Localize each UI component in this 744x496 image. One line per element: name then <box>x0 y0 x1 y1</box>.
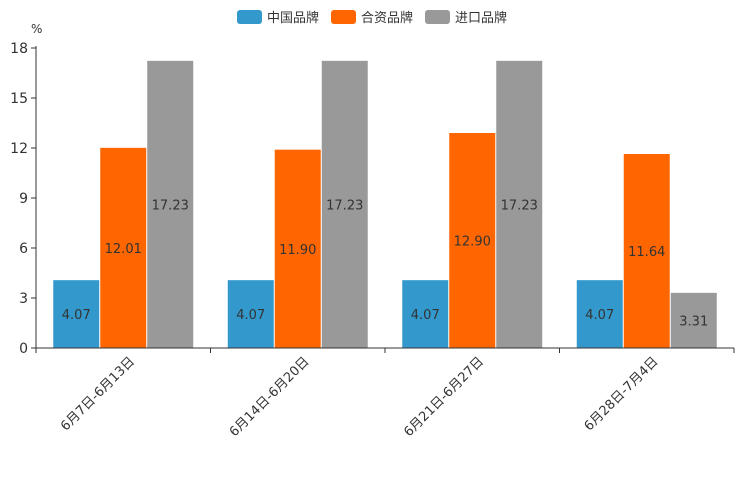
y-tick-label: 15 <box>10 91 28 107</box>
x-tick-label: 6月21日-6月27日 <box>401 354 487 440</box>
legend-item-joint-venture-brand[interactable]: 合资品牌 <box>330 7 413 26</box>
bar[interactable] <box>147 60 194 348</box>
y-tick-label: 3 <box>19 291 28 307</box>
x-tick-label: 6月14日-6月20日 <box>227 354 313 440</box>
bar-data-label: 11.90 <box>279 243 316 258</box>
y-tick-label: 18 <box>10 41 28 57</box>
legend-label-china-brand: 中国品牌 <box>266 11 319 26</box>
bar-data-label: 11.64 <box>628 245 665 260</box>
bar-data-label: 12.90 <box>454 235 491 250</box>
chart-legend: 中国品牌 合资品牌 进口品牌 <box>0 7 744 26</box>
bar-data-label: 3.31 <box>679 314 708 329</box>
y-tick-label: 6 <box>19 241 28 257</box>
bar[interactable] <box>321 60 368 348</box>
y-tick-label: 0 <box>19 341 28 357</box>
legend-item-import-brand[interactable]: 进口品牌 <box>425 7 507 26</box>
y-axis-unit-label: % <box>31 22 42 36</box>
bar-data-label: 17.23 <box>501 198 538 213</box>
bar-data-label: 4.07 <box>585 308 614 323</box>
bar-data-label: 4.07 <box>411 308 440 323</box>
bar[interactable] <box>227 280 274 348</box>
bar[interactable] <box>449 133 496 348</box>
y-tick-label: 9 <box>19 191 28 207</box>
bar-data-label: 17.23 <box>152 198 189 213</box>
bar[interactable] <box>53 280 100 348</box>
bar[interactable] <box>274 149 321 348</box>
bar[interactable] <box>402 280 449 348</box>
bar-data-label: 4.07 <box>62 308 91 323</box>
bar-data-label: 17.23 <box>326 198 363 213</box>
bar[interactable] <box>100 147 147 348</box>
legend-label-joint-venture-brand: 合资品牌 <box>360 11 413 26</box>
x-tick-label: 6月7日-6月13日 <box>58 354 138 434</box>
legend-swatch-joint-venture-brand <box>330 9 356 24</box>
legend-item-china-brand[interactable]: 中国品牌 <box>236 7 319 26</box>
y-tick-label: 12 <box>10 141 28 157</box>
bar[interactable] <box>496 60 543 348</box>
legend-swatch-import-brand <box>425 9 450 24</box>
bar[interactable] <box>576 280 623 348</box>
bar[interactable] <box>670 292 717 348</box>
bar-data-label: 12.01 <box>105 242 142 257</box>
bar[interactable] <box>623 154 670 348</box>
x-tick-label: 6月28日-7月4日 <box>582 354 662 434</box>
legend-label-import-brand: 进口品牌 <box>455 11 508 26</box>
bar-data-label: 4.07 <box>236 308 265 323</box>
legend-swatch-china-brand <box>236 9 262 24</box>
